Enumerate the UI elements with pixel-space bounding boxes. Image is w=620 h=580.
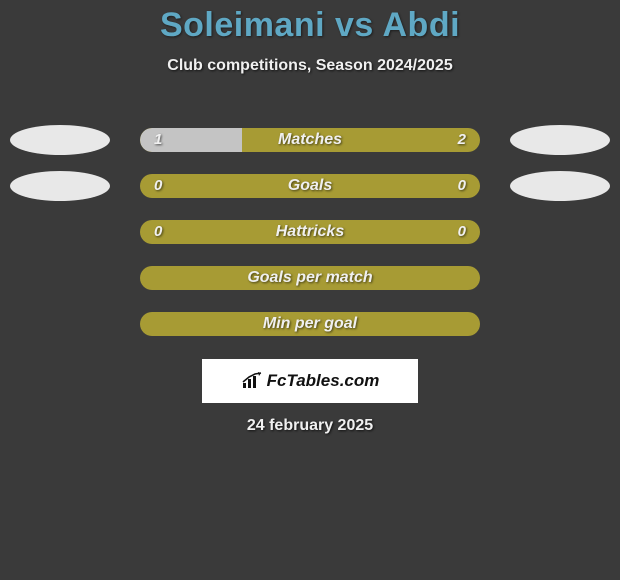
stat-value-right: 2 — [458, 128, 466, 152]
player-left-placeholder — [10, 171, 110, 201]
player-left-placeholder — [10, 125, 110, 155]
stat-label: Min per goal — [140, 312, 480, 336]
stat-row: Goals0 0 — [0, 163, 620, 209]
stat-value-right: 0 — [458, 174, 466, 198]
date-label: 24 february 2025 — [0, 417, 620, 435]
stat-bar: Goals per match — [140, 266, 480, 290]
stat-bar: Hattricks0 0 — [140, 220, 480, 244]
stat-bar: Goals0 0 — [140, 174, 480, 198]
stat-label: Goals per match — [140, 266, 480, 290]
stat-rows: Matches12Goals00Hattricks00Goals per mat… — [0, 117, 620, 347]
stat-row: Matches1 2 — [0, 117, 620, 163]
page-title: Soleimani vs Abdi — [0, 6, 620, 45]
stat-bar: Matches1 2 — [140, 128, 480, 152]
stat-row: Hattricks0 0 — [0, 209, 620, 255]
chart-icon — [241, 372, 263, 390]
stat-bar: Min per goal — [140, 312, 480, 336]
logo: FcTables.com — [241, 371, 380, 391]
comparison-widget: Soleimani vs Abdi Club competitions, Sea… — [0, 0, 620, 435]
stat-value-left: 1 — [154, 128, 162, 152]
stat-value-right: 0 — [458, 220, 466, 244]
stat-label: Matches — [140, 128, 480, 152]
stat-row: Goals per match — [0, 255, 620, 301]
subtitle: Club competitions, Season 2024/2025 — [0, 57, 620, 75]
stat-value-left: 0 — [154, 220, 162, 244]
logo-text: FcTables.com — [267, 371, 380, 391]
player-right-placeholder — [510, 125, 610, 155]
player-right-placeholder — [510, 171, 610, 201]
stat-label: Goals — [140, 174, 480, 198]
stat-row: Min per goal — [0, 301, 620, 347]
stat-value-left: 0 — [154, 174, 162, 198]
logo-box[interactable]: FcTables.com — [202, 359, 418, 403]
stat-label: Hattricks — [140, 220, 480, 244]
